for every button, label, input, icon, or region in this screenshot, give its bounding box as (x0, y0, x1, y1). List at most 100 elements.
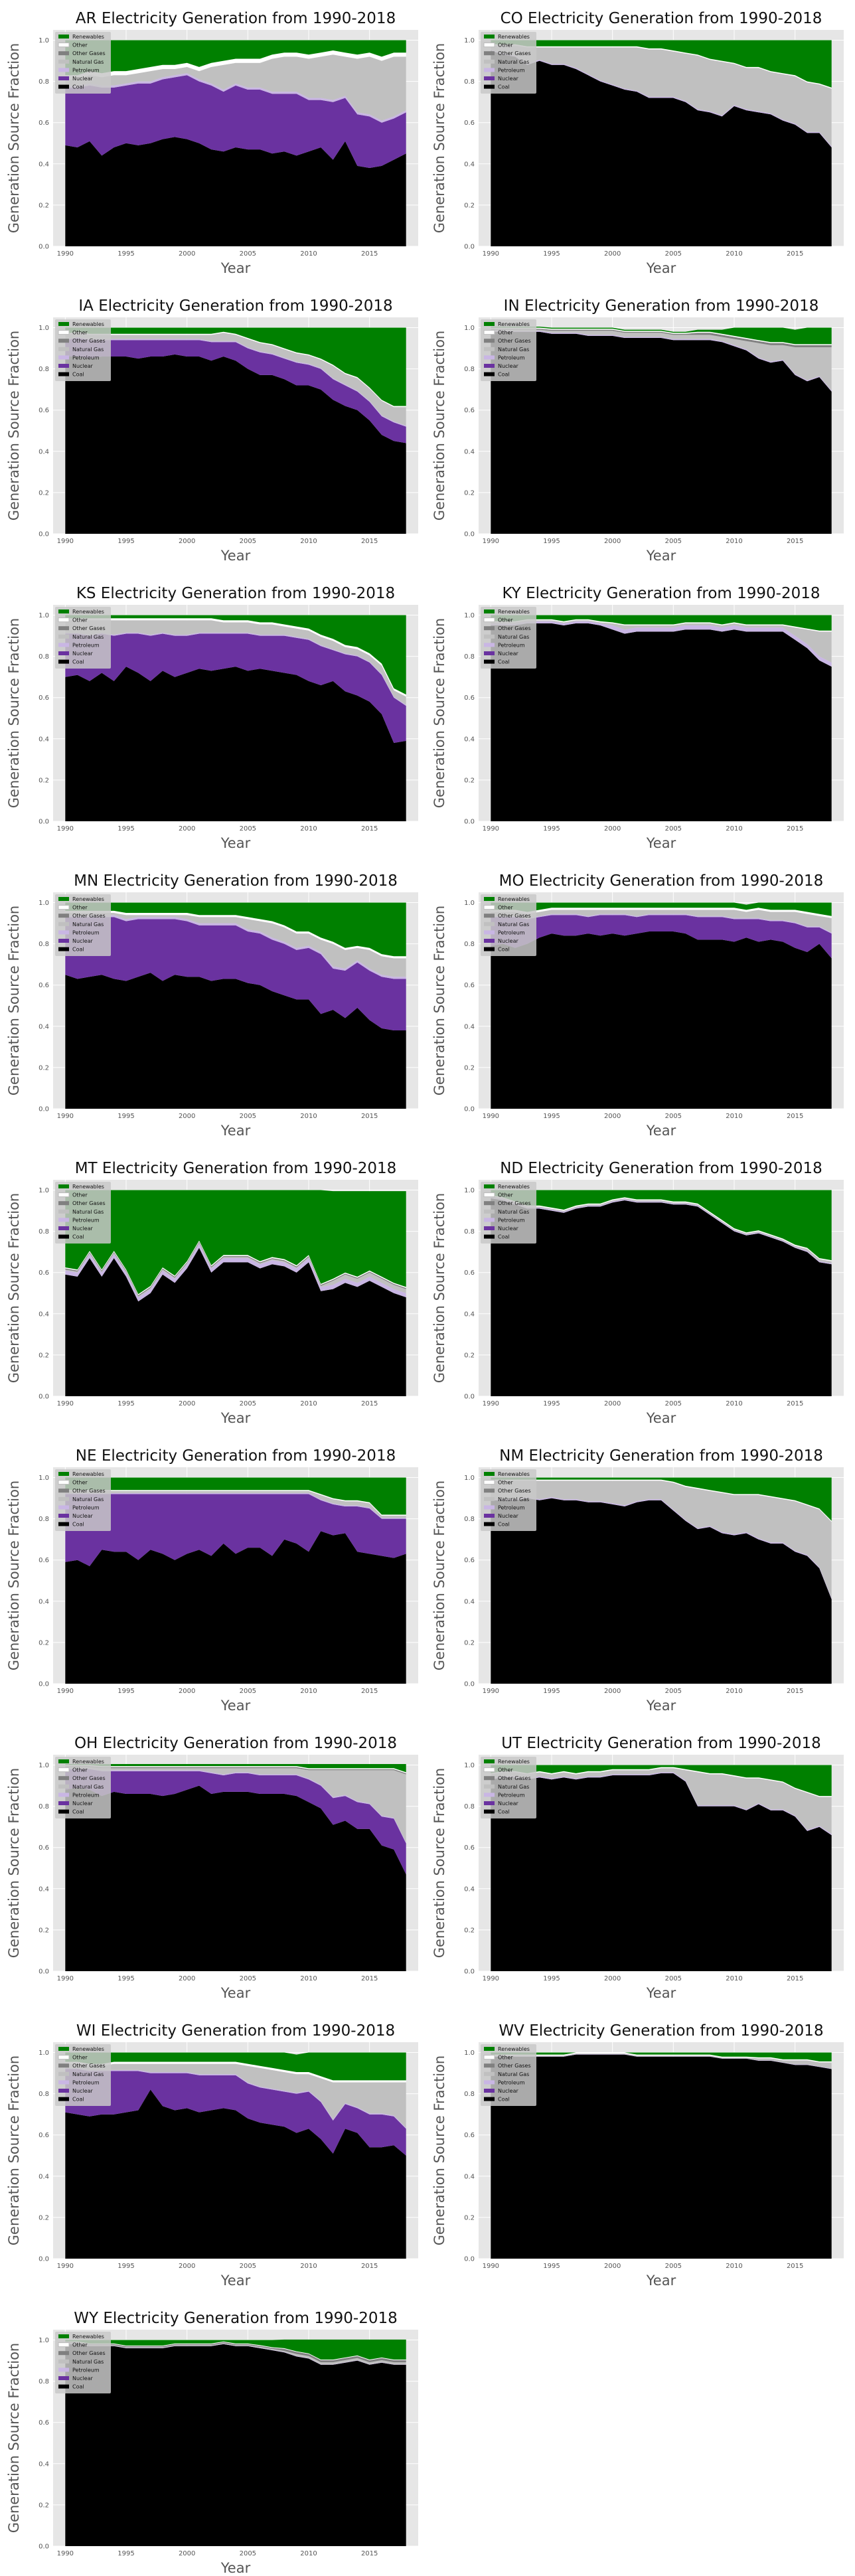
legend-swatch (484, 609, 495, 613)
legend-label: Other Gases (498, 913, 531, 919)
legend-swatch (58, 1480, 70, 1485)
x-tick-label: 2000 (604, 2263, 621, 2270)
x-tick-label: 2010 (300, 2263, 317, 2270)
legend-swatch (484, 1759, 495, 1763)
legend-swatch (58, 617, 70, 623)
x-tick-label: 2015 (787, 1975, 803, 1982)
x-tick-label: 1990 (57, 538, 74, 545)
legend-label: Natural Gas (498, 347, 529, 353)
y-tick-label: 0.6 (39, 407, 49, 414)
legend-swatch (58, 330, 70, 335)
chart-ne: 0.0 0.2 0.4 0.6 0.8 1.0 1990 1995 2000 2005 2010 20… (6, 1447, 418, 1714)
area-nuclear (65, 917, 406, 1030)
x-tick-label: 1990 (57, 1400, 74, 1408)
area-renewables (491, 327, 832, 345)
legend-swatch (58, 1801, 69, 1805)
area-coal (65, 354, 406, 534)
area-renewables (65, 1764, 406, 1773)
y-tick-label: 1.0 (464, 1475, 475, 1482)
legend-swatch (58, 2071, 69, 2076)
legend-label: Renewables (498, 2046, 530, 2052)
legend-label: Other (498, 1480, 513, 1486)
legend-label: Coal (498, 947, 510, 953)
legend-label: Other (72, 1480, 88, 1486)
legend-swatch (484, 355, 495, 360)
legend-swatch (483, 1767, 495, 1773)
chart-title: WY Electricity Generation from 1990-2018 (74, 2310, 397, 2327)
x-tick-label: 2000 (179, 2263, 195, 2270)
x-axis-label: Year (646, 548, 676, 564)
legend-label: Renewables (498, 321, 530, 327)
legend-swatch (484, 643, 495, 647)
legend-label: Nuclear (498, 651, 519, 657)
chart-mo: 0.0 0.2 0.4 0.6 0.8 1.0 1990 1995 2000 2005 2010 20… (431, 872, 844, 1139)
y-tick-label: 0.0 (39, 244, 49, 251)
y-tick-label: 0.8 (464, 366, 475, 373)
area-natural-gas (65, 620, 406, 705)
y-tick-label: 0.4 (39, 736, 49, 743)
legend-label: Natural Gas (498, 1784, 529, 1790)
y-tick-label: 0.8 (39, 366, 49, 373)
x-tick-label: 2010 (726, 250, 742, 258)
legend-label: Renewables (72, 609, 104, 615)
x-tick-label: 2000 (604, 1113, 621, 1120)
legend-swatch (484, 1489, 495, 1493)
legend-label: Petroleum (72, 1792, 100, 1798)
x-tick-label: 2015 (361, 1113, 378, 1120)
x-tick-label: 2015 (361, 2550, 378, 2557)
legend-swatch (484, 51, 495, 56)
x-tick-label: 1995 (543, 825, 560, 833)
area-other (65, 1765, 406, 1773)
area-natural-gas (491, 1768, 832, 1834)
y-tick-label: 1.0 (39, 1475, 49, 1482)
legend-label: Coal (72, 2384, 84, 2390)
x-tick-label: 2005 (240, 250, 256, 258)
y-tick-label: 1.0 (464, 900, 475, 907)
chart-in: 0.0 0.2 0.4 0.6 0.8 1.0 1990 1995 2000 2005 2010 20… (431, 297, 844, 564)
legend-label: Petroleum (72, 642, 100, 648)
x-tick-label: 2015 (361, 1975, 378, 1982)
y-tick-label: 0.8 (464, 78, 475, 86)
x-tick-label: 2010 (300, 538, 317, 545)
x-tick-label: 1995 (117, 2550, 134, 2557)
area-coal (65, 973, 406, 1109)
y-axis-label: Generation Source Fraction (6, 331, 22, 521)
legend-swatch (58, 76, 69, 80)
y-tick-label: 0.6 (39, 1557, 49, 1564)
legend: Renewables Other Other Gases Natural Gas Pet… (55, 319, 111, 381)
legend-label: Nuclear (498, 76, 519, 82)
legend-label: Nuclear (72, 2088, 94, 2094)
legend-swatch (58, 1759, 69, 1763)
x-tick-label: 1995 (117, 1113, 134, 1120)
chart-title: MN Electricity Generation from 1990-2018 (74, 872, 398, 890)
y-tick-label: 1.0 (39, 325, 49, 332)
y-tick-label: 0.4 (464, 1311, 475, 1318)
y-tick-label: 0.6 (39, 120, 49, 127)
legend-label: Renewables (72, 1759, 104, 1765)
area-natural-gas (491, 910, 832, 933)
y-tick-label: 0.2 (464, 1064, 475, 1072)
legend-label: Other Gases (72, 913, 106, 919)
legend-swatch (483, 905, 495, 910)
area-petroleum (65, 73, 406, 123)
y-axis-label: Generation Source Fraction (431, 331, 447, 521)
legend-label: Other Gases (72, 50, 106, 56)
legend-label: Coal (498, 659, 510, 665)
area-coal (65, 667, 406, 821)
y-tick-label: 0.0 (39, 1106, 49, 1113)
chart-ut: 0.0 0.2 0.4 0.6 0.8 1.0 1990 1995 2000 2005 2010 20… (431, 1735, 844, 2001)
area-renewables (65, 1477, 406, 1515)
y-tick-label: 0.2 (464, 2214, 475, 2221)
y-tick-label: 0.6 (464, 1269, 475, 1277)
legend-label: Other (498, 617, 513, 623)
legend-swatch (484, 76, 495, 80)
legend-label: Nuclear (72, 1801, 94, 1807)
y-tick-label: 0.6 (39, 1844, 49, 1852)
legend-swatch (58, 1234, 69, 1239)
x-tick-label: 2000 (179, 1688, 195, 1695)
legend-swatch (58, 1767, 70, 1773)
x-tick-label: 2015 (787, 1688, 803, 1695)
legend-swatch (58, 626, 69, 631)
area-nuclear (65, 75, 406, 168)
x-tick-label: 1990 (483, 1400, 499, 1408)
